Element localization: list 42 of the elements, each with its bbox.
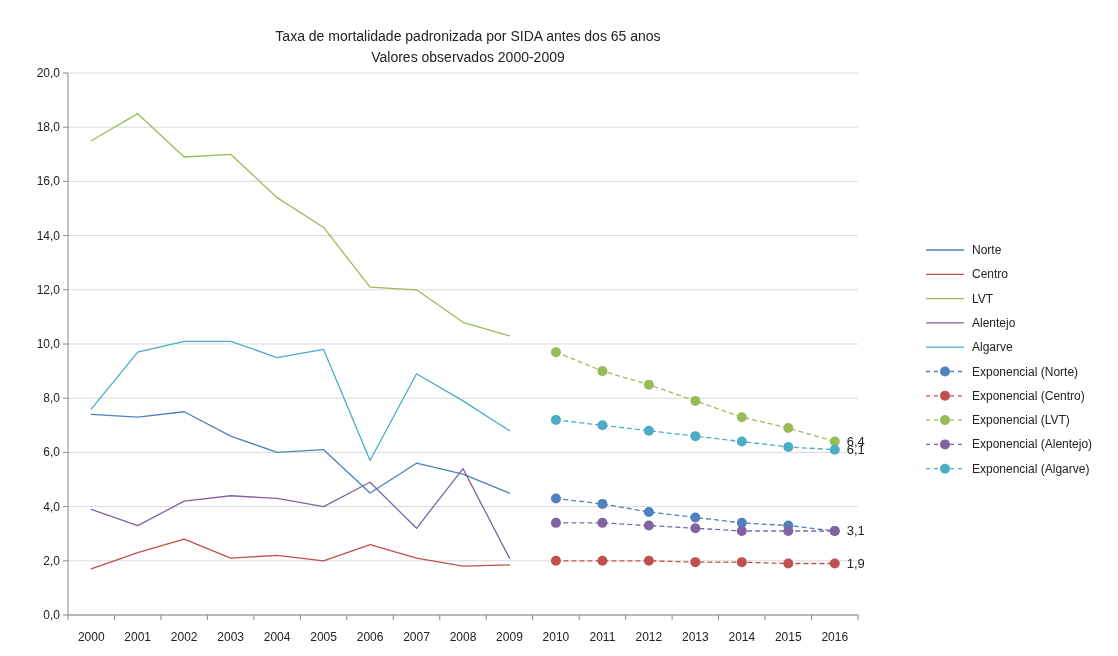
y-tick-label: 4,0 [43, 499, 61, 514]
x-tick-label: 2011 [589, 630, 616, 644]
y-tick-label: 8,0 [43, 391, 61, 406]
x-tick-label: 2002 [170, 630, 198, 644]
y-tick-label: 18,0 [36, 120, 61, 135]
x-tick-label: 2007 [403, 630, 431, 644]
legend-label: Alentejo [972, 315, 1016, 330]
x-tick-label: 2010 [542, 630, 570, 644]
x-tick-label: 2006 [356, 630, 384, 644]
data-label: 3,1 [846, 522, 865, 538]
x-tick-label: 2008 [449, 630, 477, 644]
legend-label: Exponencial (Norte) [972, 364, 1079, 379]
y-tick-label: 2,0 [43, 553, 61, 568]
x-tick-label: 2004 [263, 630, 291, 644]
x-tick-label: 2015 [774, 630, 802, 644]
legend-label: Centro [972, 267, 1009, 282]
legend-label: Exponencial (Alentejo) [972, 437, 1093, 452]
x-tick-label: 2016 [821, 630, 849, 644]
x-tick-label: 2009 [496, 630, 524, 644]
y-tick-label: 14,0 [36, 228, 61, 243]
y-tick-label: 16,0 [36, 174, 61, 189]
x-tick-label: 2003 [217, 630, 245, 644]
y-tick-label: 6,0 [43, 445, 61, 460]
legend-label: Exponencial (LVT) [972, 413, 1070, 428]
y-tick-label: 10,0 [36, 337, 61, 351]
y-tick-label: 0,0 [43, 608, 61, 622]
legend-label: Algarve [972, 340, 1014, 355]
x-tick-label: 2012 [635, 630, 663, 644]
x-tick-label: 2014 [728, 630, 756, 644]
x-tick-label: 2005 [310, 630, 338, 644]
data-label: 1,9 [846, 555, 865, 571]
x-tick-label: 2001 [124, 630, 152, 644]
y-tick-label: 20,0 [36, 66, 61, 80]
y-tick-label: 12,0 [36, 282, 61, 297]
legend-label: Exponencial (Algarve) [972, 461, 1090, 476]
legend-label: Exponencial (Centro) [972, 388, 1085, 403]
legend-label: Norte [972, 243, 1002, 257]
legend-label: LVT [972, 291, 994, 306]
chart-title: Taxa de mortalidade padronizada por SIDA antes dos 65 anos [275, 28, 661, 44]
chart-subtitle: Valores observados 2000-2009 [371, 49, 565, 65]
x-tick-label: 2013 [682, 630, 710, 644]
x-tick-label: 2000 [77, 630, 105, 644]
